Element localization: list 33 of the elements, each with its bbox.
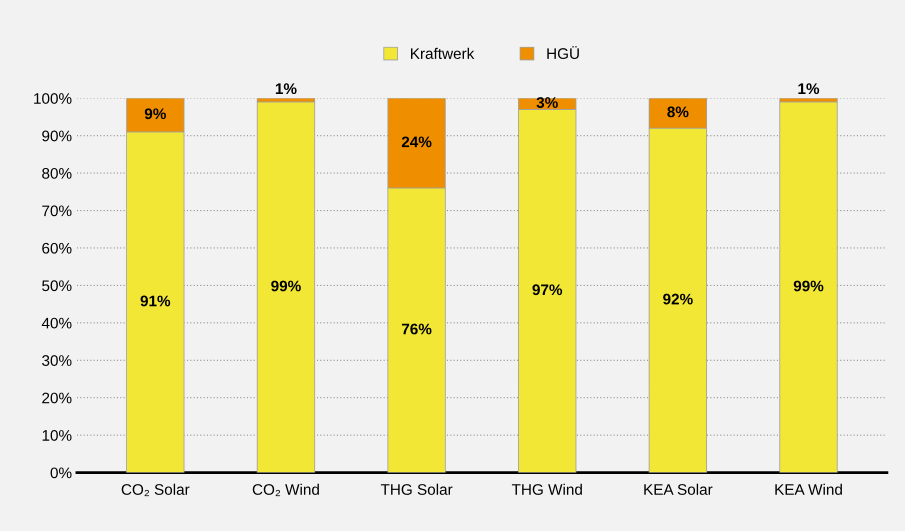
data-label: 1% [276, 83, 297, 94]
y-tick-label: 70% [42, 205, 72, 216]
y-tick-label: 20% [42, 392, 72, 404]
x-tick-label: CO₂ Wind [252, 484, 319, 496]
data-label: 76% [402, 324, 432, 334]
data-label: 92% [663, 294, 693, 304]
legend-label: Kraftwerk [411, 48, 474, 60]
y-tick-label: 100% [34, 93, 72, 104]
data-label: 3% [536, 97, 558, 108]
data-label: 99% [271, 280, 301, 292]
data-label: 8% [667, 106, 689, 118]
y-tick-label: 30% [42, 355, 72, 366]
x-tick-label: THG Wind [512, 484, 582, 495]
data-label: 97% [532, 284, 562, 296]
y-tick-label: 90% [42, 130, 72, 142]
y-tick-label: 40% [42, 318, 72, 329]
x-tick-label: KEA Solar [644, 484, 712, 495]
y-tick-label: 10% [42, 430, 72, 441]
data-label: 91% [140, 296, 170, 306]
x-tick-label: THG Solar [380, 484, 452, 495]
x-tick-label: CO₂ Solar [122, 484, 190, 496]
x-tick-label: KEA Wind [775, 484, 842, 495]
bar [779, 102, 838, 473]
y-tick-label: 80% [42, 168, 72, 179]
data-label: 1% [798, 83, 820, 94]
data-label: 24% [402, 136, 432, 148]
bar [256, 102, 316, 473]
y-tick-label: 50% [42, 280, 72, 292]
data-label: 9% [144, 108, 166, 120]
data-label: 99% [794, 280, 824, 292]
y-tick-label: 0% [50, 467, 72, 478]
legend-label: HGÜ [547, 46, 579, 60]
y-tick-label: 60% [42, 242, 72, 254]
